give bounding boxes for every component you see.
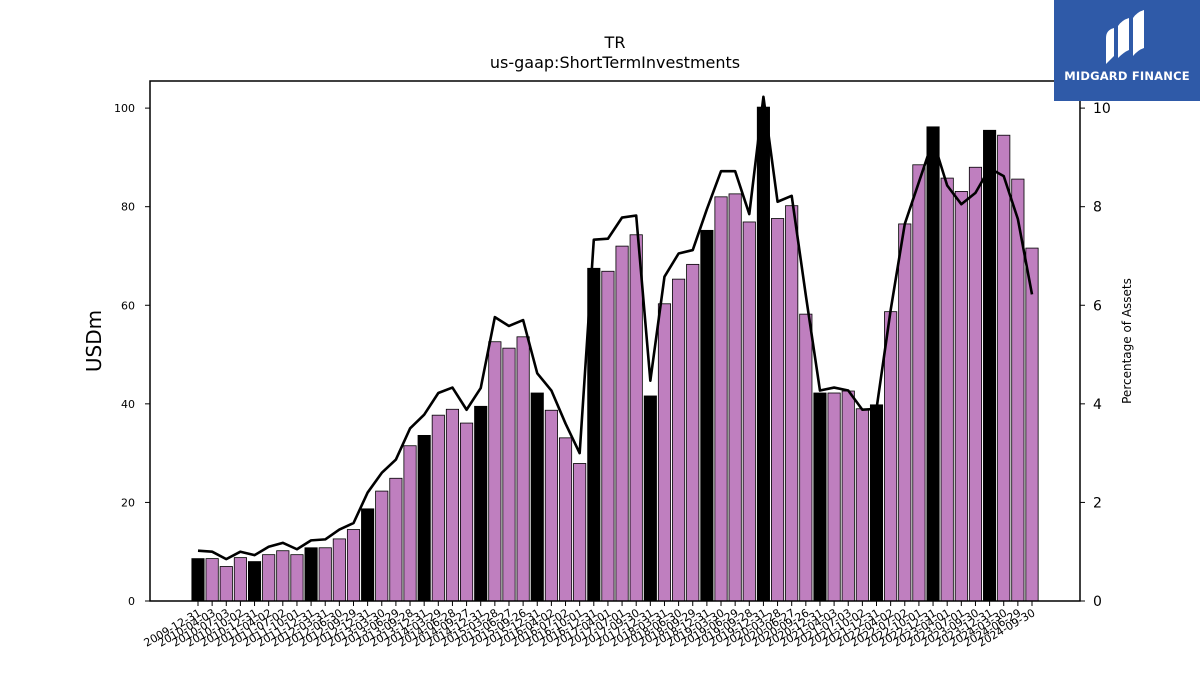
bar-quarter — [657, 303, 672, 602]
bar-quarter — [968, 166, 983, 602]
bar-quarter — [785, 205, 799, 602]
bar-annual — [926, 126, 940, 602]
bar-quarter — [219, 566, 233, 602]
bar-quarter — [841, 390, 855, 602]
chart-subtitle: us-gaap:ShortTermInvestments — [490, 53, 740, 72]
y2-tick-label: 8 — [1093, 200, 1102, 216]
y2-tick-label: 2 — [1093, 495, 1102, 511]
bar-quarter — [332, 538, 346, 602]
bar-annual — [304, 547, 318, 602]
bar-quarter — [601, 270, 615, 602]
bar-quarter — [1025, 247, 1039, 602]
y2-tick-label: 10 — [1093, 101, 1111, 117]
y-tick-label: 0 — [128, 595, 135, 608]
bar-annual — [813, 392, 827, 602]
bar-annual — [361, 508, 375, 602]
midgard-finance-logo: MIDGARD FINANCE — [1054, 0, 1200, 101]
y-axis-label: USDm — [82, 310, 106, 372]
bar-annual — [869, 404, 884, 602]
bar-quarter — [940, 177, 954, 602]
bar-annual — [474, 405, 488, 602]
bar-quarter — [827, 392, 841, 602]
bar-quarter — [318, 547, 332, 602]
bar-quarter — [742, 221, 756, 602]
bar-quarter — [262, 554, 276, 602]
bar-quarter — [346, 529, 361, 602]
bar-quarter — [714, 196, 728, 602]
line-series — [197, 95, 1034, 561]
bar-quarter — [290, 554, 304, 602]
bar-quarter — [573, 463, 587, 602]
bar-series — [191, 106, 1039, 602]
bar-quarter — [276, 550, 290, 602]
bar-quarter — [445, 408, 459, 602]
bar-quarter — [686, 263, 700, 602]
bar-quarter — [375, 490, 389, 602]
bar-annual — [643, 395, 657, 602]
x-axis-ticks: 2009-12-312010-04-032010-07-032010-10-02… — [142, 601, 1038, 650]
bar-quarter — [389, 477, 403, 602]
y2-axis-label: Percentage of Assets — [1120, 278, 1134, 404]
bar-quarter — [460, 422, 474, 602]
y2-tick-label: 6 — [1093, 298, 1102, 314]
bar-quarter — [884, 311, 898, 602]
bar-quarter — [629, 234, 643, 602]
right-axis-ticks: 0 2 4 6 8 10 — [1080, 101, 1111, 610]
bar-annual — [756, 106, 770, 602]
bar-annual — [417, 434, 431, 602]
midgard-logo-icon — [1106, 10, 1144, 64]
bar-quarter — [728, 193, 742, 602]
plot-frame — [149, 80, 1081, 602]
bar-quarter — [771, 218, 785, 602]
bar-quarter — [954, 191, 968, 602]
bar-annual — [247, 561, 262, 602]
bar-quarter — [615, 245, 629, 602]
y-tick-label: 20 — [121, 496, 135, 509]
bar-quarter — [431, 414, 445, 602]
chart-title: TR — [604, 33, 626, 52]
bar-quarter — [516, 336, 530, 602]
y-tick-label: 100 — [114, 102, 135, 115]
bar-annual — [191, 558, 205, 602]
bar-quarter — [502, 347, 516, 602]
percent-of-assets-line — [197, 95, 1034, 561]
bar-annual — [700, 229, 714, 602]
logo-text: MIDGARD FINANCE — [1064, 69, 1190, 83]
bar-quarter — [544, 409, 558, 602]
bar-quarter — [898, 223, 912, 602]
y2-tick-label: 4 — [1093, 397, 1102, 413]
bar-quarter — [912, 164, 926, 602]
y-tick-label: 40 — [121, 398, 135, 411]
bar-annual — [530, 392, 544, 602]
y2-tick-label: 0 — [1093, 594, 1102, 610]
bar-quarter — [558, 437, 573, 602]
bar-quarter — [488, 341, 502, 602]
bar-quarter — [205, 558, 219, 602]
bar-annual — [983, 129, 997, 602]
y-tick-label: 60 — [121, 299, 135, 312]
bar-quarter — [672, 278, 686, 602]
y-tick-label: 80 — [121, 201, 135, 214]
bar-quarter — [233, 557, 247, 602]
bar-quarter — [855, 408, 869, 602]
left-axis-ticks: 0 20 40 60 80 100 — [114, 102, 150, 608]
bar-quarter — [403, 445, 417, 602]
bar-quarter — [997, 134, 1011, 602]
bar-quarter — [799, 313, 813, 602]
